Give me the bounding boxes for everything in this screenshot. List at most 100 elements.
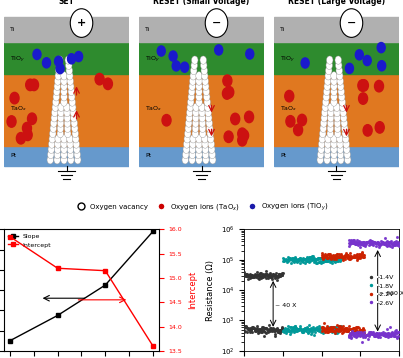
Point — [336, 255, 343, 261]
Point — [279, 273, 285, 279]
Point — [301, 326, 307, 332]
Point — [247, 329, 253, 334]
Point — [282, 257, 288, 262]
Point — [247, 274, 254, 280]
Point — [317, 258, 324, 264]
Point — [327, 256, 334, 262]
Point — [308, 255, 314, 261]
Point — [328, 325, 334, 331]
Circle shape — [183, 140, 190, 148]
Point — [344, 328, 351, 333]
Point — [272, 327, 279, 333]
Circle shape — [67, 54, 75, 64]
Point — [262, 275, 269, 280]
Point — [359, 339, 366, 344]
Point — [378, 238, 384, 244]
Point — [349, 326, 356, 332]
Point — [317, 255, 323, 261]
Point — [274, 277, 280, 282]
Point — [370, 332, 376, 337]
Circle shape — [61, 140, 67, 148]
Point — [274, 329, 281, 334]
Point — [293, 256, 299, 261]
Circle shape — [189, 145, 196, 154]
Point — [358, 253, 365, 259]
Bar — [139, 74, 264, 145]
Circle shape — [71, 124, 78, 132]
Point — [278, 326, 285, 332]
Point — [273, 325, 280, 330]
Point — [285, 324, 291, 329]
Point — [299, 256, 305, 262]
Point — [283, 256, 289, 261]
Point — [356, 252, 363, 257]
Circle shape — [187, 108, 193, 117]
Point — [363, 239, 370, 245]
Point — [251, 274, 257, 279]
Circle shape — [196, 150, 202, 159]
Point — [321, 327, 327, 333]
Point — [332, 252, 339, 258]
Point — [345, 328, 352, 334]
Point — [287, 332, 293, 337]
Point — [267, 271, 274, 276]
Point — [248, 325, 255, 331]
Circle shape — [324, 82, 330, 91]
Point — [261, 272, 268, 278]
Point — [301, 256, 307, 262]
Bar — [274, 145, 399, 166]
Point — [297, 323, 303, 329]
Point — [387, 240, 394, 245]
Point — [256, 326, 262, 332]
Point — [290, 324, 296, 330]
Point — [349, 254, 355, 260]
Circle shape — [331, 82, 337, 91]
Point — [383, 333, 390, 339]
Point — [286, 328, 292, 334]
Point — [241, 273, 247, 279]
Point — [322, 327, 328, 333]
Point — [337, 252, 343, 258]
Point — [278, 270, 285, 276]
Point — [374, 333, 380, 339]
Point — [283, 257, 290, 263]
Point — [247, 325, 253, 331]
Point — [325, 325, 332, 331]
Circle shape — [57, 124, 64, 132]
Point — [286, 329, 293, 334]
Point — [278, 327, 284, 333]
Point — [370, 239, 377, 245]
Circle shape — [331, 98, 337, 106]
Point — [295, 327, 302, 333]
Point — [264, 327, 271, 333]
Point — [292, 323, 298, 329]
Point — [253, 328, 260, 334]
Point — [324, 329, 330, 334]
Point — [310, 324, 316, 330]
Point — [334, 323, 340, 328]
Circle shape — [26, 79, 35, 91]
Point — [354, 241, 360, 246]
Point — [283, 329, 289, 334]
Point — [297, 255, 303, 261]
Circle shape — [196, 140, 202, 148]
Point — [346, 326, 352, 332]
Point — [312, 326, 318, 332]
Point — [314, 326, 321, 332]
Point — [372, 334, 378, 339]
Circle shape — [54, 145, 61, 154]
Point — [326, 327, 333, 333]
Point — [328, 256, 334, 261]
Point — [382, 240, 389, 245]
Circle shape — [208, 135, 214, 143]
Point — [317, 328, 323, 333]
Point — [340, 323, 347, 329]
Point — [258, 326, 264, 332]
Point — [330, 324, 337, 330]
Point — [324, 324, 331, 330]
Circle shape — [340, 9, 363, 37]
Circle shape — [192, 124, 199, 132]
Circle shape — [207, 130, 214, 138]
Point — [320, 252, 326, 258]
Point — [261, 273, 267, 279]
